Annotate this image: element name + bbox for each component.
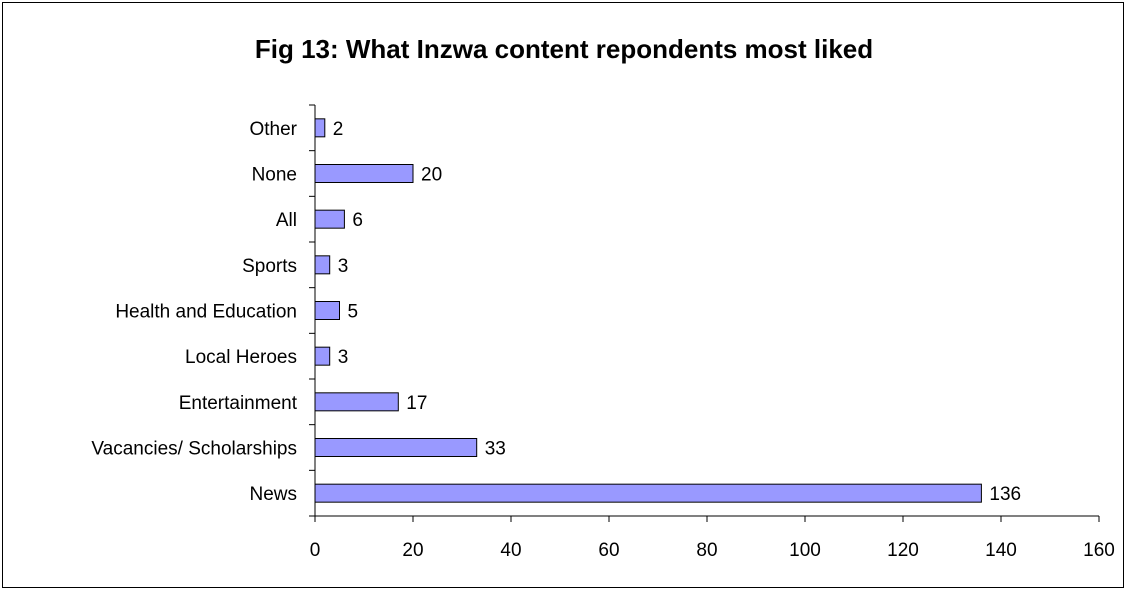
x-tick-label: 60 [598, 540, 619, 561]
x-tick-label: 120 [887, 540, 919, 561]
data-label: 6 [352, 210, 363, 231]
bar [314, 483, 982, 503]
x-tick-label: 40 [500, 540, 521, 561]
x-tick-label: 140 [985, 540, 1017, 561]
bar [314, 346, 331, 366]
data-label: 3 [338, 347, 349, 368]
bar [314, 118, 326, 138]
category-label: News [249, 484, 297, 505]
data-label: 136 [989, 484, 1021, 505]
x-tick-label: 0 [310, 540, 321, 561]
bar [314, 301, 340, 320]
data-label: 17 [406, 393, 427, 414]
x-tick-label: 160 [1083, 540, 1115, 561]
x-tick-label: 100 [789, 540, 821, 561]
bar [314, 255, 331, 275]
category-label: Entertainment [179, 393, 298, 414]
category-label: Other [249, 119, 297, 140]
bar [314, 209, 345, 229]
x-tick-label: 80 [696, 540, 717, 561]
bar [314, 438, 478, 457]
bar [314, 164, 414, 183]
category-label: All [276, 210, 297, 231]
category-label: None [252, 165, 297, 186]
labels-group: 0 20 40 60 80 100 120 140 160 News 136 Vacancies/ S… [91, 119, 1114, 561]
bars-group [314, 118, 982, 503]
bar [314, 392, 399, 412]
category-label: Health and Education [115, 302, 297, 323]
category-label: Vacancies/ Scholarships [91, 439, 297, 460]
data-label: 33 [485, 439, 506, 460]
data-label: 2 [333, 119, 344, 140]
data-label: 20 [421, 165, 442, 186]
chart-title: Fig 13: What Inzwa content repondents mo… [254, 34, 874, 64]
category-label: Local Heroes [185, 347, 297, 368]
data-label: 3 [338, 256, 349, 277]
category-label: Sports [242, 256, 297, 277]
x-tick-label: 20 [402, 540, 423, 561]
data-label: 5 [348, 302, 359, 323]
